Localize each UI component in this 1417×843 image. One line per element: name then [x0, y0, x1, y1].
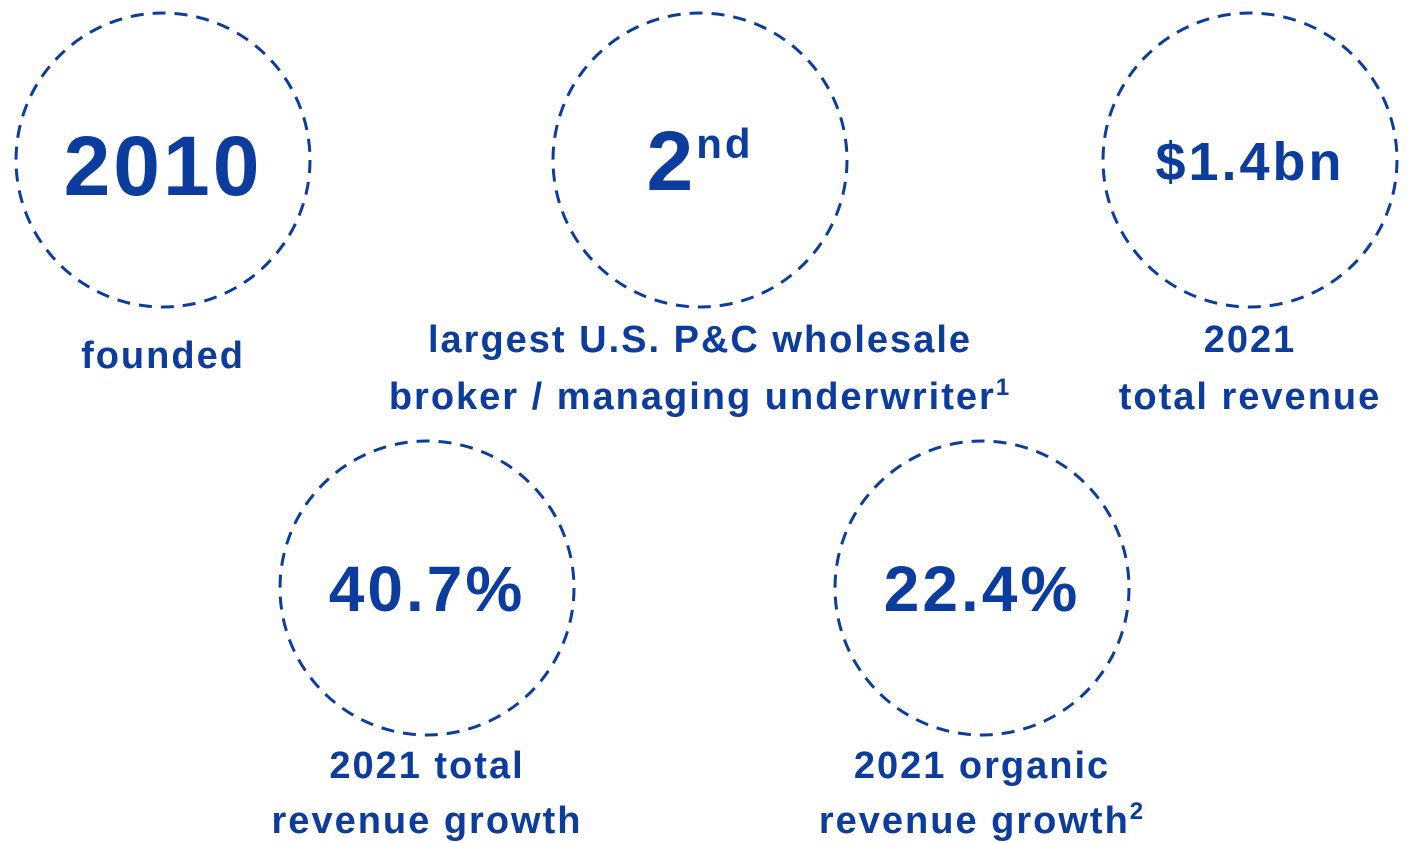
stat-caption: founded — [81, 335, 245, 377]
stat-value: 40.7% — [329, 553, 525, 625]
stat-caption-line: broker / managing underwriter — [389, 376, 996, 418]
stat-value-main: $1.4bn — [1155, 132, 1344, 192]
dashed-circle — [14, 11, 312, 309]
dashed-circle — [278, 439, 576, 737]
stat-caption-line: total revenue — [1119, 376, 1382, 418]
dashed-circle — [1101, 11, 1399, 309]
stat-caption: total revenue — [1119, 376, 1382, 418]
stat-value: $1.4bn — [1155, 132, 1344, 192]
dashed-circle — [833, 439, 1131, 737]
stat-caption-line: 2021 organic — [854, 745, 1110, 787]
stat-value-main: 40.7% — [329, 553, 525, 625]
stat-value: 2010 — [64, 119, 263, 213]
stat: 2nd largest U.S. P&C wholesale broker / ma… — [389, 11, 1011, 418]
stat: 2010 founded — [14, 11, 312, 377]
stat-value-main: 22.4% — [884, 553, 1080, 625]
stat-caption-line: founded — [81, 335, 245, 377]
stat: 22.4% 2021 organic revenue growth2 — [819, 439, 1145, 842]
stat-caption: revenue growth2 — [819, 798, 1145, 842]
stat-caption: 2021 organic — [854, 745, 1110, 787]
stat: $1.4bn 2021 total revenue — [1101, 11, 1399, 418]
stat-value-main: 2 — [646, 114, 696, 208]
stat-value: 22.4% — [884, 553, 1080, 625]
stat-caption-line: revenue growth — [819, 800, 1130, 842]
stat-caption-sup: 2 — [1130, 798, 1145, 825]
stat-caption: 2021 total — [329, 745, 524, 787]
stat-caption: revenue growth — [272, 800, 583, 842]
stat-value: 2nd — [646, 114, 753, 208]
stat-caption-line: revenue growth — [272, 800, 583, 842]
stat-caption-sup: 1 — [996, 374, 1011, 401]
stat-caption-line: 2021 total — [329, 745, 524, 787]
stat-value-sup: nd — [696, 120, 753, 167]
stat-caption-line: 2021 — [1204, 319, 1297, 361]
dashed-circle — [551, 11, 849, 309]
stat: 40.7% 2021 total revenue growth — [272, 439, 583, 842]
stat-caption-line: largest U.S. P&C wholesale — [428, 319, 972, 361]
stat-value-main: 2010 — [64, 119, 263, 213]
stat-caption: broker / managing underwriter1 — [389, 374, 1011, 418]
stat-caption: 2021 — [1204, 319, 1297, 361]
stat-caption: largest U.S. P&C wholesale — [428, 319, 972, 361]
